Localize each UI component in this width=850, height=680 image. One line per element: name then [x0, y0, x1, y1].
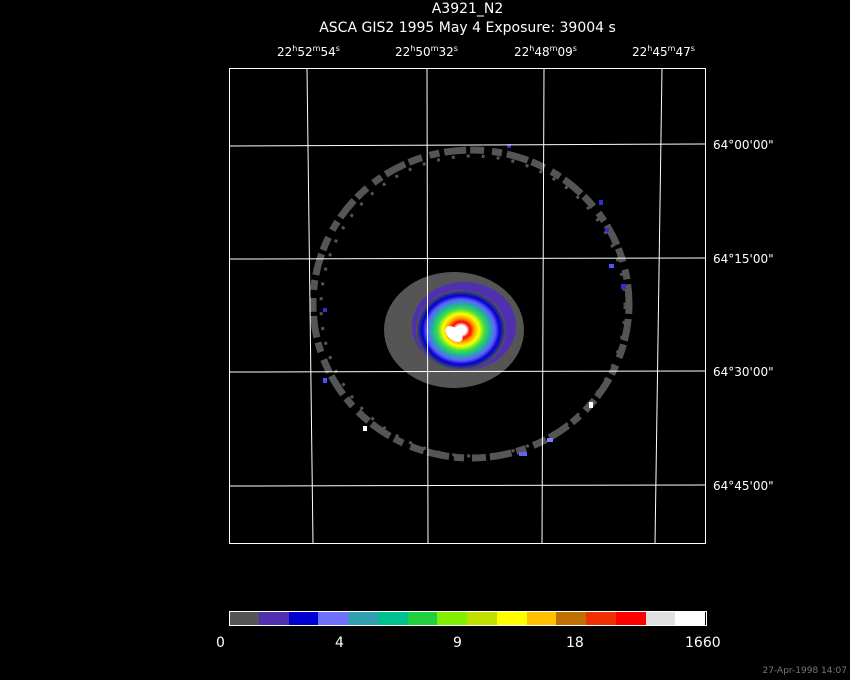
- ring-noise-pixels: [323, 144, 626, 456]
- colorbar-swatch-4: [348, 611, 378, 625]
- colorbar-swatch-0: [229, 611, 259, 625]
- colorbar-swatch-10: [526, 611, 557, 625]
- colorbar-swatch-6: [407, 611, 438, 625]
- observation-subtitle: ASCA GIS2 1995 May 4 Exposure: 39004 s: [319, 20, 616, 36]
- ra-label-3: 22h48m09s: [514, 44, 577, 59]
- colorbar-label-3: 18: [566, 635, 584, 651]
- colorbar-swatch-3: [318, 611, 348, 625]
- colorbar-swatch-9: [496, 611, 527, 625]
- colorbar-swatch-1: [258, 611, 289, 625]
- ra-label-2: 22h50m32s: [395, 44, 458, 59]
- timestamp: 27-Apr-1998 14:07: [762, 666, 847, 676]
- colorbar-swatch-11: [556, 611, 586, 625]
- colorbar-swatch-13: [615, 611, 646, 625]
- colorbar-label-4: 1660: [685, 635, 721, 651]
- colorbar-swatch-5: [377, 611, 408, 625]
- colorbar-swatch-15: [675, 611, 705, 625]
- colorbar-label-2: 9: [453, 635, 462, 651]
- ra-label-4: 22h45m47s: [632, 44, 695, 59]
- colorbar-swatch-12: [586, 611, 616, 625]
- ra-label-1: 22h52m54s: [277, 44, 340, 59]
- colorbar-swatch-7: [437, 611, 467, 625]
- cluster-emission: [384, 272, 524, 388]
- colorbar-label-1: 4: [335, 635, 344, 651]
- colorbar-swatch-2: [288, 611, 319, 625]
- color-scale-bar: [229, 611, 705, 625]
- coordinate-grid: [229, 68, 706, 544]
- dec-label-2: 64°15'00": [713, 252, 774, 266]
- xray-image-plot: [229, 68, 706, 544]
- dec-label-4: 64°45'00": [713, 479, 774, 493]
- colorbar-label-0: 0: [216, 635, 225, 651]
- image-title: A3921_N2: [431, 1, 504, 17]
- dec-label-3: 64°30'00": [713, 365, 774, 379]
- plot-frame: [229, 68, 706, 544]
- colorbar-swatch-8: [467, 611, 497, 625]
- colorbar-swatch-14: [645, 611, 676, 625]
- detector-ring: [309, 146, 633, 462]
- dec-label-1: 64°00'00": [713, 138, 774, 152]
